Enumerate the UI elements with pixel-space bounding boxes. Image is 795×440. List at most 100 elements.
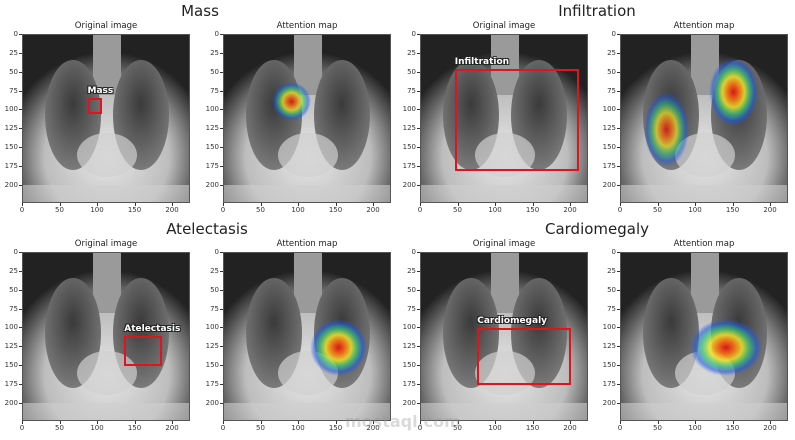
y-tick-mark bbox=[617, 365, 620, 367]
x-tick-mark bbox=[223, 421, 224, 424]
y-tick-label: 75 bbox=[607, 304, 616, 313]
y-tick-mark bbox=[19, 71, 22, 73]
panel-title: Attention map bbox=[673, 239, 735, 249]
x-tick-label: 0 bbox=[617, 206, 623, 214]
x-tick-mark bbox=[620, 203, 621, 206]
x-tick-label: 200 bbox=[366, 206, 380, 214]
x-tick-label: 150 bbox=[127, 424, 142, 432]
x-tick-mark bbox=[260, 421, 262, 424]
y-tick-label: 175 bbox=[602, 380, 616, 389]
x-tick-mark bbox=[770, 421, 771, 424]
x-tick-mark bbox=[97, 203, 98, 206]
y-tick-mark bbox=[417, 402, 420, 404]
y-tick-label: 175 bbox=[4, 162, 18, 171]
x-tick-mark bbox=[223, 203, 224, 206]
panel-title: Original image bbox=[74, 239, 138, 249]
y-tick-mark bbox=[19, 327, 22, 329]
x-tick-mark bbox=[732, 203, 734, 206]
figure-title: Mass bbox=[181, 2, 219, 20]
xray-image: Cardiomegaly bbox=[420, 252, 588, 421]
x-tick-mark bbox=[770, 203, 771, 206]
y-tick-label: 0 bbox=[411, 248, 416, 256]
y-tick-mark bbox=[19, 90, 22, 92]
y-tick-mark bbox=[19, 308, 22, 310]
x-tick-mark bbox=[420, 203, 421, 206]
y-tick-label: 100 bbox=[205, 105, 219, 114]
y-tick-label: 25 bbox=[407, 48, 416, 57]
x-tick-label: 150 bbox=[725, 424, 740, 432]
attention-map-image bbox=[620, 34, 788, 203]
bounding-box bbox=[477, 328, 571, 386]
y-tick-mark bbox=[220, 346, 223, 348]
y-tick-mark bbox=[220, 109, 223, 111]
y-tick-label: 150 bbox=[602, 361, 616, 370]
y-tick-mark bbox=[220, 252, 223, 253]
y-tick-label: 150 bbox=[205, 361, 219, 370]
x-tick-label: 150 bbox=[127, 206, 142, 214]
y-tick-label: 75 bbox=[210, 304, 219, 313]
x-tick-mark bbox=[532, 203, 534, 206]
xray-image: Atelectasis bbox=[22, 252, 190, 421]
y-tick-label: 75 bbox=[607, 86, 616, 95]
y-tick-mark bbox=[417, 184, 420, 186]
x-tick-label: 100 bbox=[488, 424, 502, 432]
y-tick-label: 200 bbox=[402, 180, 416, 189]
y-tick-label: 175 bbox=[205, 162, 219, 171]
y-tick-mark bbox=[617, 128, 620, 130]
x-tick-label: 100 bbox=[90, 206, 104, 214]
y-tick-label: 0 bbox=[611, 30, 616, 38]
x-tick-label: 150 bbox=[525, 206, 540, 214]
y-tick-mark bbox=[417, 270, 420, 272]
y-tick-mark bbox=[220, 270, 223, 272]
y-tick-mark bbox=[19, 365, 22, 367]
x-tick-mark bbox=[657, 203, 659, 206]
y-tick-mark bbox=[220, 52, 223, 54]
y-tick-mark bbox=[19, 147, 22, 149]
y-tick-label: 25 bbox=[210, 266, 219, 275]
y-tick-mark bbox=[417, 147, 420, 149]
x-tick-mark bbox=[732, 421, 734, 424]
x-tick-label: 50 bbox=[55, 206, 64, 214]
y-tick-mark bbox=[19, 52, 22, 54]
chest-xray bbox=[421, 35, 587, 202]
attention-map-image bbox=[223, 252, 391, 421]
y-tick-mark bbox=[220, 402, 223, 404]
y-tick-label: 125 bbox=[602, 124, 616, 133]
y-tick-label: 25 bbox=[9, 266, 18, 275]
y-tick-label: 50 bbox=[9, 285, 18, 294]
y-tick-label: 50 bbox=[407, 285, 416, 294]
y-tick-label: 200 bbox=[205, 398, 219, 407]
y-tick-mark bbox=[617, 166, 620, 168]
y-tick-mark bbox=[417, 128, 420, 130]
x-tick-mark bbox=[22, 421, 23, 424]
figure-title: Infiltration bbox=[558, 2, 636, 20]
xray-image: Mass bbox=[22, 34, 190, 203]
y-tick-label: 50 bbox=[607, 67, 616, 76]
x-tick-mark bbox=[620, 421, 621, 424]
x-tick-mark bbox=[260, 203, 262, 206]
x-tick-mark bbox=[695, 421, 696, 424]
y-tick-mark bbox=[417, 252, 420, 253]
y-tick-mark bbox=[417, 34, 420, 35]
y-tick-label: 0 bbox=[411, 30, 416, 38]
y-tick-label: 75 bbox=[407, 304, 416, 313]
chest-xray bbox=[224, 35, 390, 202]
x-tick-label: 100 bbox=[688, 424, 702, 432]
chest-xray bbox=[23, 35, 189, 202]
x-tick-mark bbox=[495, 421, 496, 424]
attention-map-image bbox=[620, 252, 788, 421]
bounding-box-label: Cardiomegaly bbox=[477, 316, 548, 327]
x-tick-mark bbox=[335, 203, 337, 206]
x-tick-label: 100 bbox=[688, 206, 702, 214]
x-tick-mark bbox=[570, 203, 571, 206]
y-tick-label: 100 bbox=[4, 323, 18, 332]
x-tick-label: 50 bbox=[256, 424, 265, 432]
y-tick-mark bbox=[417, 289, 420, 291]
y-tick-mark bbox=[19, 270, 22, 272]
y-tick-mark bbox=[19, 166, 22, 168]
x-tick-label: 150 bbox=[328, 424, 343, 432]
panel-title: Attention map bbox=[276, 239, 338, 249]
chest-xray bbox=[621, 35, 787, 202]
y-tick-mark bbox=[220, 166, 223, 168]
x-tick-mark bbox=[373, 421, 374, 424]
